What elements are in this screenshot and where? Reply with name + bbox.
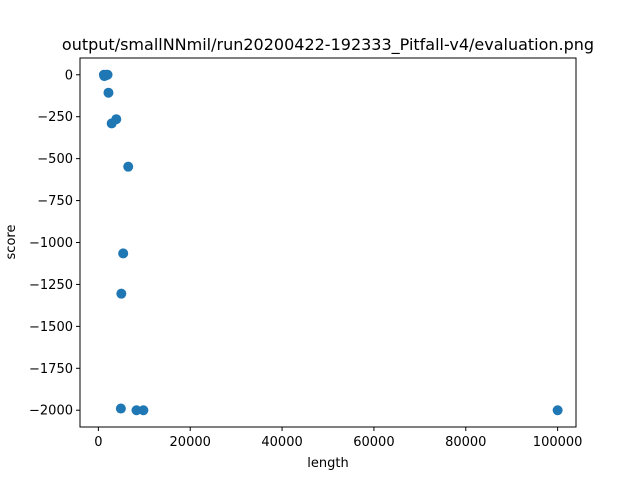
x-axis-label: length (307, 456, 348, 471)
data-point (123, 161, 134, 172)
data-point (118, 248, 129, 259)
data-point (552, 405, 563, 416)
y-tick-label: −1250 (29, 278, 73, 293)
data-points (98, 69, 563, 416)
y-tick-label: 0 (65, 68, 73, 83)
y-tick-label: −2000 (29, 404, 73, 419)
x-tick-label: 80000 (445, 435, 486, 450)
data-point (131, 405, 142, 416)
x-tick-label: 60000 (353, 435, 394, 450)
x-tick-label: 100000 (533, 435, 583, 450)
y-tick-label: −1500 (29, 320, 73, 335)
chart-title: output/smallNNmil/run20200422-192333_Pit… (62, 35, 594, 55)
data-point (115, 403, 126, 414)
y-tick-label: −750 (37, 194, 73, 209)
y-tick-label: −500 (37, 152, 73, 167)
data-point (116, 288, 127, 299)
x-tick-label: 0 (94, 435, 102, 450)
data-point (103, 87, 114, 98)
y-axis-label: score (4, 225, 19, 260)
y-tick-label: −250 (37, 110, 73, 125)
x-tick-label: 40000 (261, 435, 302, 450)
plot-area-frame (79, 57, 577, 428)
y-axis-ticks: 0 −250 −500 −750 −1000 −1250 −1500 −1750 −2000 (29, 68, 80, 419)
x-axis-ticks: 0 20000 40000 60000 80000 100000 (94, 427, 582, 450)
y-tick-label: −1000 (29, 236, 73, 251)
data-point (111, 114, 122, 125)
data-point (102, 69, 113, 80)
x-tick-label: 20000 (170, 435, 211, 450)
data-point (138, 405, 149, 416)
y-tick-label: −1750 (29, 362, 73, 377)
